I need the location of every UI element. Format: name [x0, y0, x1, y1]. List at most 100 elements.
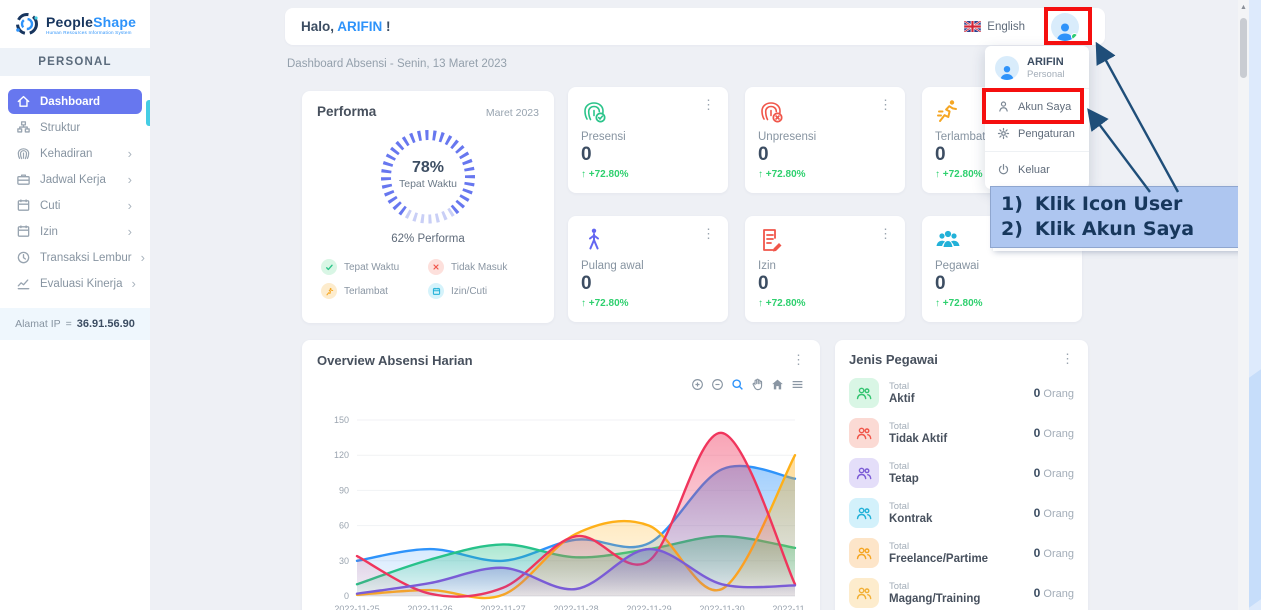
performa-legend: Tepat Waktu Tidak Masuk Terlambat Izin/C…: [317, 259, 539, 299]
sidebar-item-jadwal-kerja[interactable]: Jadwal Kerja ›: [8, 167, 142, 192]
sidebar-item-dashboard[interactable]: Dashboard: [8, 89, 142, 114]
sidebar-item-struktur[interactable]: Struktur: [8, 115, 142, 140]
jenis-row-aktif: Total Aktif 0 Orang: [849, 373, 1074, 413]
app-logo[interactable]: PeopleShape Human Resources Information …: [0, 0, 150, 48]
jenis-pegawai-card: Jenis Pegawai ⋮ Total Aktif 0 Orang Tota…: [835, 340, 1088, 610]
vertical-scrollbar[interactable]: ▲: [1238, 0, 1249, 610]
people-icon: [849, 578, 879, 608]
absensi-chart-card: Overview Absensi Harian ⋮ 0 30 60 90 120 150 2…: [302, 340, 820, 610]
gauge-label: Tepat Waktu: [399, 178, 457, 190]
sidebar-item-izin[interactable]: Izin ›: [8, 219, 142, 244]
legend-item-terlambat: Terlambat: [321, 283, 428, 299]
pan-icon[interactable]: [751, 378, 764, 391]
zoom-in-icon[interactable]: [691, 378, 704, 391]
stat-card-pulang-awal: ⋮ Pulang awal 0 ↑ +72.80%: [568, 216, 728, 322]
jenis-prefix: Total: [889, 381, 910, 392]
kebab-menu-icon[interactable]: ⋮: [702, 97, 715, 112]
zoom-out-icon[interactable]: [711, 378, 724, 391]
stat-card-unpresensi: ⋮ Unpresensi 0 ↑ +72.80%: [745, 87, 905, 193]
user-avatar-icon[interactable]: [1051, 12, 1079, 41]
performa-summary: 62% Performa: [391, 233, 465, 245]
legend-item-izin-cuti: Izin/Cuti: [428, 283, 535, 299]
chevron-right-icon: ›: [127, 198, 132, 213]
gear-icon: [997, 127, 1010, 140]
performa-title: Performa: [317, 104, 377, 119]
dropdown-username: ARIFIN: [1027, 56, 1064, 68]
svg-text:2022-11-31: 2022-11-31: [772, 604, 805, 610]
clock-icon: [16, 250, 31, 265]
sidebar-item-transaksi-lembur[interactable]: Transaksi Lembur ›: [8, 245, 145, 270]
chevron-right-icon: ›: [127, 146, 132, 161]
stat-change: ↑ +72.80%: [935, 169, 983, 180]
sidebar-item-kehadiran[interactable]: Kehadiran ›: [8, 141, 142, 166]
svg-text:2022-11-30: 2022-11-30: [699, 604, 744, 610]
language-label: English: [987, 20, 1025, 33]
sidebar-menu: Dashboard Struktur Kehadiran › Jadwal Ke…: [0, 76, 150, 296]
jenis-name: Kontrak: [889, 513, 933, 525]
sidebar-item-evaluasi-kinerja[interactable]: Evaluasi Kinerja ›: [8, 271, 142, 296]
ip-label: Alamat IP: [15, 318, 61, 330]
briefcase-icon: [16, 172, 31, 187]
arrow-to-akun-saya: [1087, 108, 1151, 193]
stat-change: ↑ +72.80%: [581, 169, 629, 180]
stat-value: 0: [935, 273, 946, 294]
arrow-to-user-icon: [1095, 41, 1180, 193]
jenis-count: 0 Orang: [1033, 506, 1074, 520]
svg-text:30: 30: [339, 556, 349, 566]
selection-zoom-icon[interactable]: [731, 378, 744, 391]
stat-value: 0: [758, 273, 769, 294]
jenis-prefix: Total: [889, 501, 910, 512]
kebab-menu-icon[interactable]: ⋮: [879, 97, 892, 112]
people-group-icon: [935, 227, 961, 253]
annotation-line-1: 1) Klik Icon User: [1001, 192, 1183, 215]
home-icon[interactable]: [771, 378, 784, 391]
jenis-count: 0 Orang: [1033, 386, 1074, 400]
scrollbar-thumb[interactable]: [1240, 18, 1247, 78]
chevron-right-icon: ›: [140, 250, 145, 265]
x-icon: [428, 259, 444, 275]
brand-tagline: Human Resources Information System: [46, 29, 132, 35]
ip-value: 36.91.56.90: [76, 318, 135, 330]
people-icon: [849, 418, 879, 448]
active-item-accent: [146, 100, 150, 126]
ip-address-bar: Alamat IP = 36.91.56.90: [0, 308, 150, 340]
sidebar-section-label: PERSONAL: [0, 48, 150, 76]
stat-change: ↑ +72.80%: [758, 298, 806, 309]
dropdown-profile: ARIFIN Personal: [985, 54, 1089, 88]
scroll-up-arrow-icon[interactable]: ▲: [1240, 4, 1247, 11]
kebab-menu-icon[interactable]: ⋮: [1061, 351, 1074, 366]
sidebar-item-cuti[interactable]: Cuti ›: [8, 193, 142, 218]
stat-value: 0: [581, 273, 592, 294]
svg-text:60: 60: [339, 521, 349, 531]
stat-value: 0: [758, 144, 769, 165]
language-selector[interactable]: English: [964, 21, 1025, 33]
jenis-pegawai-title: Jenis Pegawai: [849, 352, 938, 367]
kebab-menu-icon[interactable]: ⋮: [879, 226, 892, 241]
runner-icon: [321, 283, 337, 299]
menu-item-akun-saya[interactable]: Akun Saya: [985, 93, 1089, 120]
user-avatar-icon: [995, 56, 1019, 80]
power-icon: [997, 163, 1010, 176]
svg-text:2022-11-28: 2022-11-28: [553, 604, 598, 610]
kebab-menu-icon[interactable]: ⋮: [792, 352, 805, 367]
gauge-percent: 78%: [411, 159, 445, 176]
person-icon: [997, 100, 1010, 113]
absensi-area-chart: 0 30 60 90 120 150 2022-11-25 2022-11-26 2022-11…: [334, 415, 805, 610]
svg-text:150: 150: [334, 415, 349, 425]
people-icon: [849, 538, 879, 568]
jenis-count: 0 Orang: [1033, 466, 1074, 480]
breadcrumb: Dashboard Absensi - Senin, 13 Maret 2023: [287, 58, 507, 70]
kebab-menu-icon[interactable]: ⋮: [702, 226, 715, 241]
brand-name: PeopleShape: [46, 13, 137, 30]
peopleshape-logo-icon: [14, 11, 40, 37]
chevron-right-icon: ›: [131, 276, 136, 291]
menu-icon[interactable]: [791, 378, 804, 391]
menu-item-keluar[interactable]: Keluar: [985, 156, 1089, 183]
uk-flag-icon: [964, 21, 982, 32]
stat-change: ↑ +72.80%: [758, 169, 806, 180]
jenis-row-freelance-partime: Total Freelance/Partime 0 Orang: [849, 533, 1074, 573]
svg-text:2022-11-27: 2022-11-27: [480, 604, 525, 610]
document-pencil-icon: [758, 227, 784, 253]
menu-item-pengaturan[interactable]: Pengaturan: [985, 120, 1089, 147]
sidebar: PeopleShape Human Resources Information …: [0, 0, 150, 610]
